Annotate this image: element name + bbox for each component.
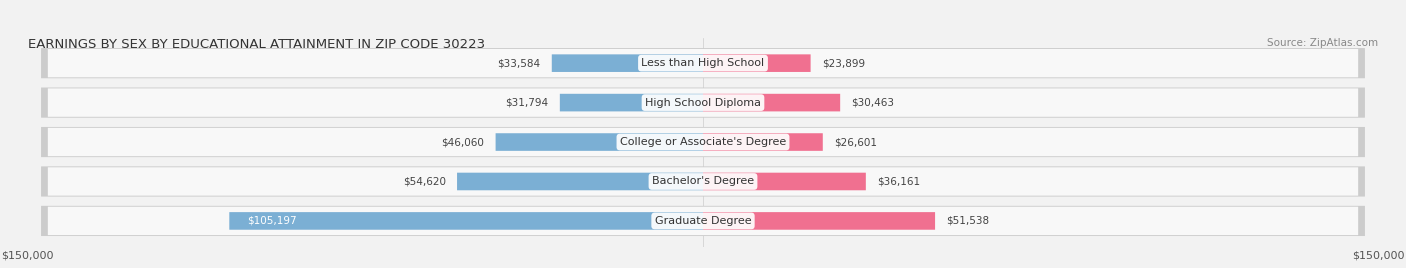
Text: High School Diploma: High School Diploma — [645, 98, 761, 107]
FancyBboxPatch shape — [551, 54, 703, 72]
Text: Graduate Degree: Graduate Degree — [655, 216, 751, 226]
FancyBboxPatch shape — [495, 133, 703, 151]
Text: Less than High School: Less than High School — [641, 58, 765, 68]
FancyBboxPatch shape — [48, 167, 1358, 196]
FancyBboxPatch shape — [41, 88, 1365, 118]
Text: $33,584: $33,584 — [498, 58, 540, 68]
Text: Bachelor's Degree: Bachelor's Degree — [652, 177, 754, 187]
Text: $51,538: $51,538 — [946, 216, 990, 226]
FancyBboxPatch shape — [703, 173, 866, 190]
FancyBboxPatch shape — [703, 94, 841, 111]
Text: $54,620: $54,620 — [402, 177, 446, 187]
FancyBboxPatch shape — [41, 127, 1365, 157]
FancyBboxPatch shape — [560, 94, 703, 111]
FancyBboxPatch shape — [48, 207, 1358, 235]
FancyBboxPatch shape — [703, 212, 935, 230]
Text: $23,899: $23,899 — [823, 58, 865, 68]
FancyBboxPatch shape — [48, 49, 1358, 77]
Text: $105,197: $105,197 — [247, 216, 297, 226]
Text: $36,161: $36,161 — [877, 177, 920, 187]
FancyBboxPatch shape — [41, 206, 1365, 236]
FancyBboxPatch shape — [703, 54, 811, 72]
Text: $30,463: $30,463 — [852, 98, 894, 107]
Text: $31,794: $31,794 — [505, 98, 548, 107]
FancyBboxPatch shape — [703, 133, 823, 151]
Text: Source: ZipAtlas.com: Source: ZipAtlas.com — [1267, 38, 1378, 47]
Text: $46,060: $46,060 — [441, 137, 484, 147]
FancyBboxPatch shape — [41, 166, 1365, 196]
Text: College or Associate's Degree: College or Associate's Degree — [620, 137, 786, 147]
FancyBboxPatch shape — [457, 173, 703, 190]
FancyBboxPatch shape — [229, 212, 703, 230]
FancyBboxPatch shape — [48, 128, 1358, 156]
FancyBboxPatch shape — [48, 88, 1358, 117]
Text: EARNINGS BY SEX BY EDUCATIONAL ATTAINMENT IN ZIP CODE 30223: EARNINGS BY SEX BY EDUCATIONAL ATTAINMEN… — [28, 38, 485, 51]
Text: $26,601: $26,601 — [834, 137, 877, 147]
FancyBboxPatch shape — [41, 48, 1365, 78]
